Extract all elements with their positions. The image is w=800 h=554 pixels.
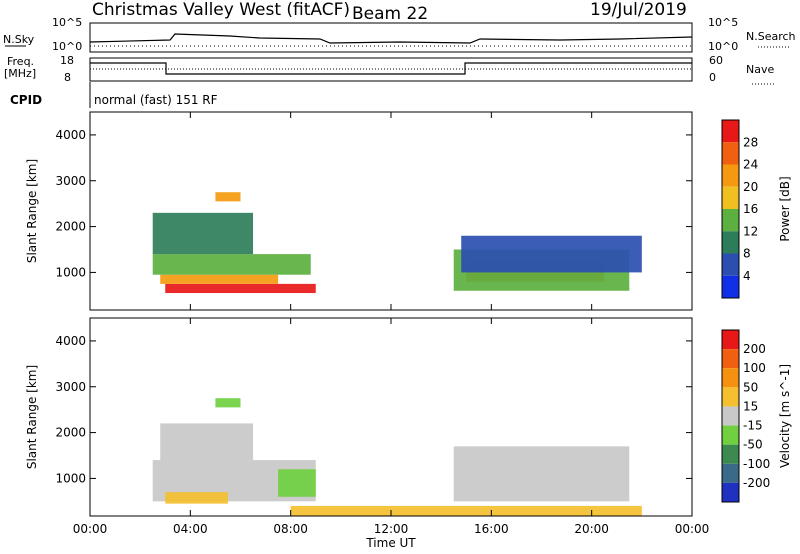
power-colorbar-tick: 4 [743,269,751,283]
velocity-xtick-label: 12:00 [374,522,409,536]
beam-label: Beam 22 [352,4,428,24]
velocity-echo-region [453,446,630,502]
cpid-label: CPID [10,93,42,107]
velocity-colorbar-swatch [722,349,739,369]
power-colorbar-swatch [722,253,739,276]
velocity-xtick-label: 20:00 [574,522,609,536]
velocity-colorbar-swatch [722,482,739,502]
velocity-echo-region [290,505,642,516]
power-colorbar-swatch [722,231,739,254]
nsearch-tick-bottom: 10^0 [708,40,738,53]
freq-unit-label: [MHz] [4,67,36,80]
freq-tick-top: 18 [60,54,74,67]
site-title: Christmas Valley West (fitACF) [92,0,350,20]
velocity-panel: 1000 2000 3000 4000 00:00 04:00 08:00 12:00 16:0… [25,317,792,550]
velocity-xtick-label: 08:00 [273,522,308,536]
velocity-xtick-label: 16:00 [474,522,509,536]
power-colorbar-swatch [722,164,739,187]
freq-tick-bottom: 8 [64,71,71,84]
velocity-colorbar-swatch [722,463,739,483]
velocity-colorbar-tick: -50 [743,438,763,452]
power-colorbar-tick: 20 [743,180,758,194]
freq-label: Freq. [7,55,34,68]
cpid-text: normal (fast) 151 RF [94,93,218,107]
velocity-colorbar-tick: -100 [743,457,770,471]
nsky-tick-top: 10^5 [52,16,82,29]
power-panel: 1000 2000 3000 4000 Slant Range [km] 4 8 12 16 20… [25,111,792,311]
power-echo-region [215,192,241,202]
velocity-colorbar-tick: 100 [743,361,766,375]
power-colorbar-tick: 12 [743,224,758,238]
freq-series [90,62,692,75]
power-colorbar-tick: 24 [743,158,758,172]
power-ytick-label: 1000 [55,265,86,279]
velocity-xlabel: Time UT [365,536,416,550]
velocity-echo-region [215,398,241,408]
velocity-colorbar-frame [721,329,740,503]
velocity-colorbar-tick: 200 [743,342,766,356]
velocity-colorbar-tick: -15 [743,419,763,433]
velocity-xtick-label: 00:00 [73,522,108,536]
velocity-colorbar-tick: -200 [743,476,770,490]
power-ytick-label: 2000 [55,220,86,234]
power-echo-region [461,235,642,273]
nsky-tick-bottom: 10^0 [52,40,82,53]
power-colorbar-swatch [722,186,739,209]
power-colorbar-tick: 8 [743,247,751,261]
nsearch-label: N.Search [746,30,796,43]
velocity-echo-region [160,423,254,461]
power-colorbar-swatch [722,275,739,298]
power-colorbar-label: Power [dB] [778,176,792,241]
nsky-panel: N.Sky 10^5 10^0 10^5 10^0 N.Search [3,16,796,53]
power-colorbar-swatch [722,142,739,165]
velocity-ytick-label: 3000 [55,380,86,394]
power-ytick-label: 3000 [55,174,86,188]
velocity-ytick-label: 2000 [55,426,86,440]
power-colorbar-swatch [722,120,739,143]
power-ytick-label: 4000 [55,128,86,142]
velocity-colorbar-swatch [722,368,739,388]
velocity-xtick-label: 00:00 [675,522,710,536]
velocity-colorbar-swatch [722,330,739,350]
velocity-echo-region [278,469,316,497]
nave-label: Nave [746,63,774,76]
velocity-colorbar-swatch [722,444,739,464]
velocity-echo-region [165,492,228,504]
nsky-frame [89,22,693,53]
power-echo-region [152,254,311,275]
nsky-label: N.Sky [3,33,35,46]
velocity-colorbar-tick: 15 [743,399,758,413]
power-colorbar-tick: 16 [743,202,758,216]
nave-tick-top: 60 [709,54,723,67]
date-label: 19/Jul/2019 [590,0,687,20]
power-colorbar-tick: 28 [743,135,758,149]
velocity-colorbar-swatch [722,387,739,407]
power-echo-region [152,212,254,255]
nsearch-tick-top: 10^5 [708,16,738,29]
power-colorbar-frame [721,119,740,299]
nsky-series [89,33,693,44]
power-ylabel: Slant Range [km] [25,159,39,263]
nave-tick-bottom: 0 [709,71,716,84]
velocity-colorbar-swatch [722,406,739,426]
velocity-colorbar-label: Velocity [m s^-1] [778,364,792,468]
velocity-ytick-label: 4000 [55,334,86,348]
velocity-colorbar-tick: 50 [743,380,758,394]
velocity-ytick-label: 1000 [55,471,86,485]
velocity-ylabel: Slant Range [km] [25,365,39,469]
power-colorbar-swatch [722,209,739,232]
velocity-xtick-label: 04:00 [173,522,208,536]
power-echo-region [165,283,316,294]
freq-panel: Freq. [MHz] 18 8 60 0 Nave [4,54,774,85]
power-echo-region [160,274,279,284]
velocity-colorbar-swatch [722,425,739,445]
